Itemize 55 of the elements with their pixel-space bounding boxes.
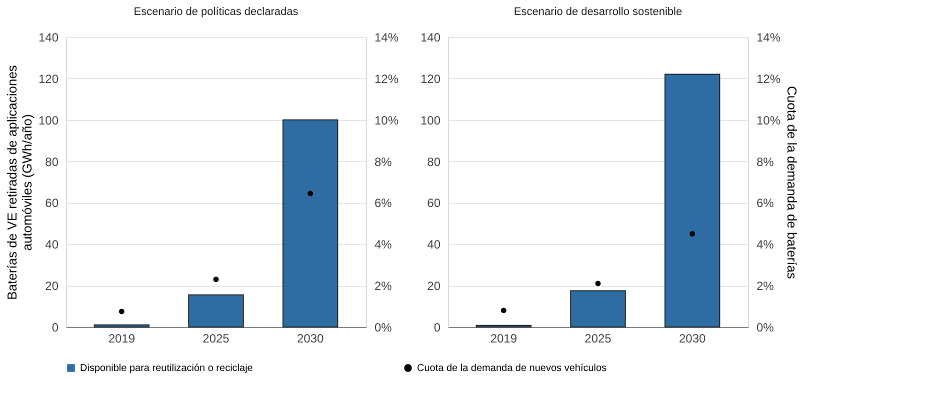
bar bbox=[282, 119, 338, 328]
x-tick-label: 2019 bbox=[490, 332, 518, 346]
y-tick-label: 0 bbox=[434, 320, 441, 334]
y-tick-label: 120 bbox=[38, 72, 59, 86]
point bbox=[690, 231, 696, 237]
bar bbox=[188, 294, 244, 328]
y2-tick-label: 2% bbox=[374, 279, 392, 294]
point bbox=[118, 308, 124, 314]
y-axis-title: Baterías de VE retiradas de aplicaciones automóviles (GWh/año) bbox=[4, 64, 34, 300]
y2-tick-label: 14% bbox=[756, 30, 781, 44]
x-tick-label: 2030 bbox=[678, 332, 706, 346]
y-tick-label: 80 bbox=[427, 154, 441, 169]
y2-tick-label: 6% bbox=[374, 196, 392, 210]
y-tick-label: 0 bbox=[52, 320, 59, 334]
y2-tick-label: 8% bbox=[756, 154, 774, 169]
x-tick-label: 2025 bbox=[584, 332, 612, 346]
point bbox=[595, 280, 601, 286]
legend-label: Disponible para reutilización o reciclaje bbox=[80, 363, 254, 374]
y-tick-label: 80 bbox=[45, 154, 59, 169]
y2-axis-title: Cuota de la demanda de baterías bbox=[784, 86, 800, 280]
y-tick-label: 20 bbox=[427, 279, 441, 294]
point bbox=[500, 308, 506, 314]
y-tick-label: 100 bbox=[38, 113, 59, 128]
y2-tick-label: 14% bbox=[374, 30, 399, 44]
y-tick-label: 40 bbox=[427, 238, 441, 252]
point bbox=[213, 276, 219, 282]
y2-tick-label: 12% bbox=[756, 72, 781, 86]
y-tick-label: 140 bbox=[38, 30, 59, 44]
y2-tick-label: 10% bbox=[374, 113, 399, 128]
point bbox=[308, 190, 314, 196]
y2-tick-label: 12% bbox=[374, 72, 399, 86]
bar bbox=[94, 324, 150, 328]
y2-tick-label: 8% bbox=[374, 154, 392, 169]
y2-tick-label: 0% bbox=[756, 320, 774, 334]
y-tick-label: 120 bbox=[420, 72, 441, 86]
y2-tick-label: 2% bbox=[756, 279, 774, 294]
y-tick-label: 140 bbox=[420, 30, 441, 44]
y-tick-label: 40 bbox=[45, 238, 59, 252]
y2-tick-label: 4% bbox=[756, 238, 774, 252]
y2-tick-label: 4% bbox=[374, 238, 392, 252]
y-tick-label: 20 bbox=[45, 279, 59, 294]
x-tick-label: 2025 bbox=[202, 332, 230, 346]
chart-title: Escenario de desarrollo sostenible bbox=[514, 6, 682, 18]
y2-tick-label: 6% bbox=[756, 196, 774, 210]
bar bbox=[570, 290, 626, 328]
y-tick-label: 100 bbox=[420, 113, 441, 128]
x-tick-label: 2030 bbox=[296, 332, 324, 346]
legend-label: Cuota de la demanda de nuevos vehículos bbox=[417, 363, 607, 374]
y-tick-label: 60 bbox=[427, 196, 441, 210]
y2-tick-label: 10% bbox=[756, 113, 781, 128]
y-tick-label: 60 bbox=[45, 196, 59, 210]
bar bbox=[664, 74, 720, 328]
y2-tick-label: 0% bbox=[374, 320, 392, 334]
x-tick-label: 2019 bbox=[108, 332, 136, 346]
chart-title: Escenario de políticas declaradas bbox=[134, 6, 299, 18]
